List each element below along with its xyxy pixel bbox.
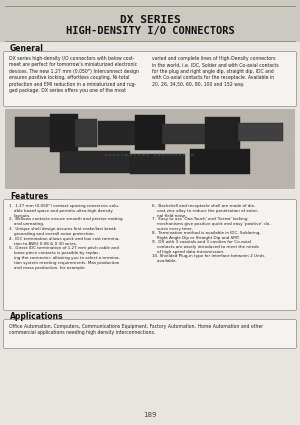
Text: 7.  Easy to use 'One-Touch' and 'Screw' locking
    mechanisms give positive qui: 7. Easy to use 'One-Touch' and 'Screw' l… bbox=[152, 218, 271, 231]
Text: DX SERIES: DX SERIES bbox=[120, 15, 180, 25]
FancyBboxPatch shape bbox=[4, 320, 296, 348]
Text: Features: Features bbox=[10, 192, 48, 201]
Text: 4.  IDC termination allows quick and low cost termina-
    tion to AWG 0.08 & 0.: 4. IDC termination allows quick and low … bbox=[9, 237, 120, 246]
Bar bbox=[238, 123, 283, 141]
FancyBboxPatch shape bbox=[4, 51, 296, 107]
Text: 8.  Termination method is available in IDC, Soldering,
    Right Angle Dip or St: 8. Termination method is available in ID… bbox=[152, 231, 261, 240]
Text: Office Automation, Computers, Communications Equipment, Factory Automation, Home: Office Automation, Computers, Communicat… bbox=[9, 324, 263, 335]
Bar bbox=[5, 109, 295, 189]
Text: 3.  Unique shell design assures first make/last break
    grounding and overall : 3. Unique shell design assures first mak… bbox=[9, 227, 116, 236]
Text: varied and complete lines of High-Density connectors
in the world, i.e. IDC, Sol: varied and complete lines of High-Densit… bbox=[152, 56, 279, 87]
Text: 2.  Bellows contacts ensure smooth and precise mating
    and unmating.: 2. Bellows contacts ensure smooth and pr… bbox=[9, 218, 123, 226]
Bar bbox=[190, 149, 250, 174]
FancyBboxPatch shape bbox=[4, 199, 296, 311]
Text: 189: 189 bbox=[143, 412, 157, 418]
Bar bbox=[130, 154, 185, 174]
Text: Applications: Applications bbox=[10, 312, 64, 321]
Text: 9.  DX with 3 coaxials and 3 cavities for Co-axial
    contacts are wisely intro: 9. DX with 3 coaxials and 3 cavities for… bbox=[152, 241, 259, 254]
Bar bbox=[50, 114, 78, 152]
Bar bbox=[98, 121, 138, 145]
Bar bbox=[205, 117, 240, 149]
Text: 10. Shielded Plug-in type for interface between 2 Units
    available.: 10. Shielded Plug-in type for interface … bbox=[152, 254, 265, 263]
Text: HIGH-DENSITY I/O CONNECTORS: HIGH-DENSITY I/O CONNECTORS bbox=[66, 26, 234, 36]
Bar bbox=[0, 0, 300, 42]
Text: DX series high-density I/O connectors with below cost-
meet are perfect for tomo: DX series high-density I/O connectors wi… bbox=[9, 56, 139, 93]
Bar bbox=[162, 124, 212, 144]
Text: 1.  1.27 mm (0.050") contact spacing conserves valu-
    able board space and pe: 1. 1.27 mm (0.050") contact spacing cons… bbox=[9, 204, 119, 218]
Bar bbox=[135, 115, 165, 150]
Bar bbox=[15, 117, 50, 147]
Bar bbox=[60, 151, 130, 173]
Text: 5.  Direct IDC termination of 1.27 mm pitch cable and
    loose piece contacts i: 5. Direct IDC termination of 1.27 mm pit… bbox=[9, 246, 120, 270]
Text: э л е к т р о н н ы е   к о м п о н е н т ы: э л е к т р о н н ы е к о м п о н е н т … bbox=[105, 153, 195, 157]
Bar bbox=[75, 119, 97, 147]
Text: 6.  Backshell and receptacle shell are made of die-
    cast zinc alloy to reduc: 6. Backshell and receptacle shell are ma… bbox=[152, 204, 258, 218]
Text: General: General bbox=[10, 44, 44, 53]
